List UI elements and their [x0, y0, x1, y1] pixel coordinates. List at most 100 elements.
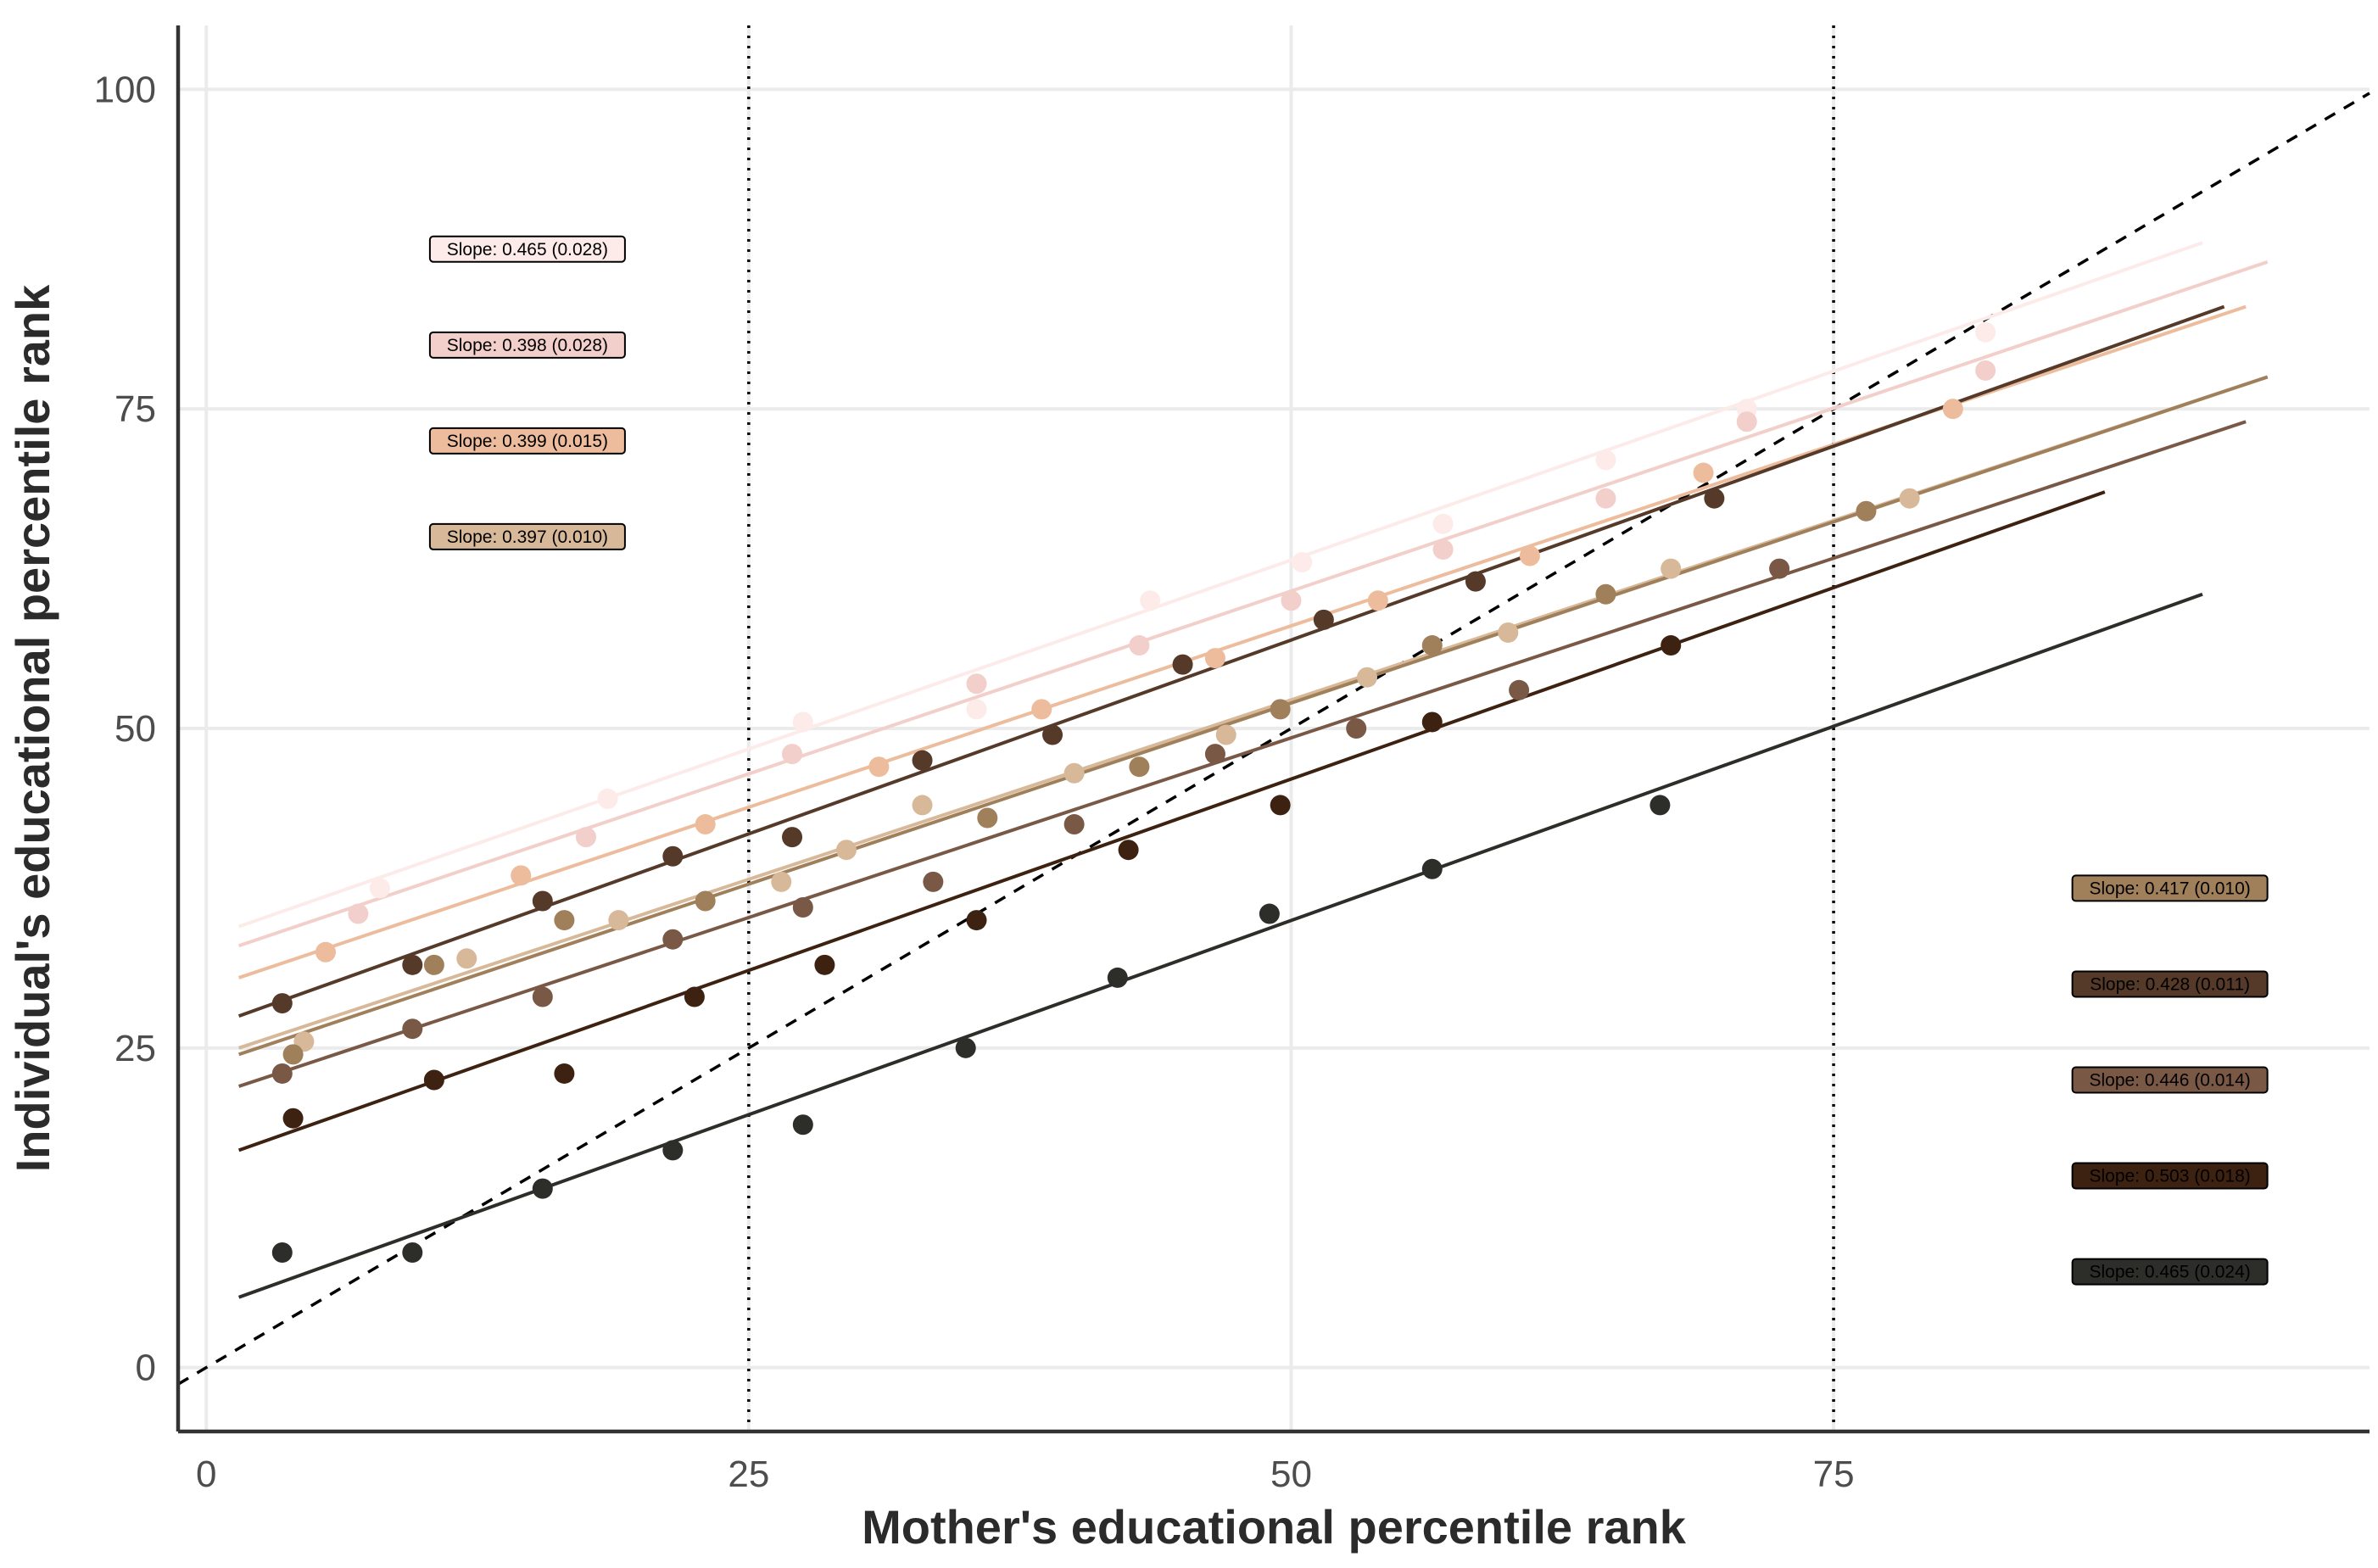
- data-point: [1942, 399, 1963, 420]
- data-point: [1215, 724, 1236, 745]
- slope-label: Slope: 0.428 (0.011): [2071, 970, 2269, 998]
- data-point: [1856, 500, 1877, 522]
- data-point: [1519, 545, 1540, 566]
- data-point: [402, 1018, 423, 1040]
- data-point: [1736, 411, 1757, 432]
- fit-line-5: [238, 375, 2269, 1057]
- fit-line-9: [237, 592, 2203, 1299]
- slope-label: Slope: 0.465 (0.028): [428, 235, 626, 263]
- data-point: [1975, 321, 1996, 343]
- data-point: [966, 699, 987, 720]
- data-point: [1899, 488, 1920, 509]
- data-point: [315, 941, 336, 963]
- data-point: [532, 986, 553, 1007]
- data-point: [782, 744, 803, 765]
- data-point: [1129, 756, 1150, 778]
- fit-lines: [237, 241, 2269, 1299]
- slope-label: Slope: 0.417 (0.010): [2071, 874, 2269, 902]
- data-point: [1595, 583, 1616, 605]
- x-tick-label: 25: [728, 1454, 769, 1495]
- data-point: [1063, 814, 1085, 835]
- data-point: [1204, 744, 1225, 765]
- fit-line-2: [237, 259, 2269, 948]
- data-point: [923, 871, 944, 892]
- data-point: [1357, 667, 1378, 688]
- data-point: [1704, 488, 1725, 509]
- data-point: [1421, 858, 1443, 879]
- data-point: [792, 711, 813, 733]
- data-point: [1346, 718, 1367, 739]
- data-point: [1465, 571, 1486, 592]
- fit-line-8: [237, 490, 2106, 1152]
- data-point: [912, 795, 933, 816]
- data-point: [966, 673, 987, 695]
- data-point: [348, 903, 369, 924]
- data-point: [1118, 840, 1139, 861]
- data-point: [1693, 462, 1714, 483]
- data-point: [695, 890, 716, 912]
- data-point: [1063, 762, 1085, 784]
- slope-labels: Slope: 0.465 (0.028) Slope: 0.398 (0.028)…: [428, 235, 2269, 1286]
- y-tick-label: 0: [136, 1348, 156, 1389]
- data-point: [1975, 360, 1996, 381]
- data-point: [662, 845, 684, 867]
- data-point: [271, 1242, 293, 1263]
- data-point: [1595, 449, 1616, 471]
- data-point: [575, 827, 596, 848]
- data-point: [1432, 513, 1454, 534]
- tick-labels: 0 25 50 75 0 25 50 75 100: [94, 69, 1855, 1495]
- x-tick-label: 50: [1270, 1454, 1312, 1495]
- data-point: [662, 1140, 684, 1161]
- data-point: [695, 814, 716, 835]
- slope-label: Slope: 0.397 (0.010): [428, 522, 626, 550]
- svg-text:Slope: 0.446 (0.014): Slope: 0.446 (0.014): [2089, 1071, 2250, 1091]
- reference-lines: [177, 25, 2370, 1431]
- data-point: [554, 910, 575, 931]
- data-point: [369, 878, 390, 899]
- fit-line-1: [237, 241, 2203, 929]
- data-point: [1421, 635, 1443, 656]
- data-point: [1270, 795, 1291, 816]
- data-point: [1204, 648, 1225, 669]
- fit-line-7: [238, 420, 2247, 1088]
- x-tick-label: 0: [196, 1454, 216, 1495]
- svg-text:Slope: 0.503 (0.018): Slope: 0.503 (0.018): [2089, 1167, 2250, 1186]
- data-point: [1367, 590, 1388, 611]
- slope-label: Slope: 0.399 (0.015): [428, 427, 626, 455]
- data-point: [912, 750, 933, 771]
- data-point: [597, 788, 618, 809]
- data-point: [456, 948, 477, 969]
- data-point: [1172, 654, 1193, 675]
- data-point: [423, 1069, 444, 1091]
- svg-text:Slope: 0.399 (0.015): Slope: 0.399 (0.015): [447, 432, 608, 451]
- data-point: [271, 993, 293, 1014]
- y-tick-label: 50: [114, 708, 156, 750]
- svg-text:Slope: 0.397 (0.010): Slope: 0.397 (0.010): [447, 527, 608, 547]
- data-point: [1661, 635, 1682, 656]
- data-point: [662, 929, 684, 950]
- data-point: [1421, 711, 1443, 733]
- data-point: [1129, 635, 1150, 656]
- x-axis-title: Mother's educational percentile rank: [862, 1500, 1687, 1554]
- y-tick-label: 100: [94, 69, 156, 110]
- data-point: [1042, 724, 1063, 745]
- svg-text:Slope: 0.465 (0.024): Slope: 0.465 (0.024): [2089, 1263, 2250, 1282]
- slope-label: Slope: 0.503 (0.018): [2071, 1162, 2269, 1190]
- data-point: [955, 1037, 976, 1058]
- data-point: [1432, 538, 1454, 560]
- data-point: [1281, 590, 1302, 611]
- data-point: [423, 954, 444, 975]
- data-point: [868, 756, 890, 778]
- data-point: [792, 897, 813, 918]
- data-point: [1661, 558, 1682, 579]
- data-point: [282, 1108, 304, 1129]
- data-point: [608, 910, 629, 931]
- data-point: [532, 890, 553, 912]
- svg-text:Slope: 0.398 (0.028): Slope: 0.398 (0.028): [447, 336, 608, 355]
- data-point: [532, 1178, 553, 1199]
- svg-text:Slope: 0.465 (0.028): Slope: 0.465 (0.028): [447, 240, 608, 259]
- y-axis-title: Individual's educational percentile rank: [6, 284, 59, 1172]
- y-tick-label: 75: [114, 388, 156, 430]
- data-points: [271, 321, 1996, 1263]
- data-point: [271, 1063, 293, 1084]
